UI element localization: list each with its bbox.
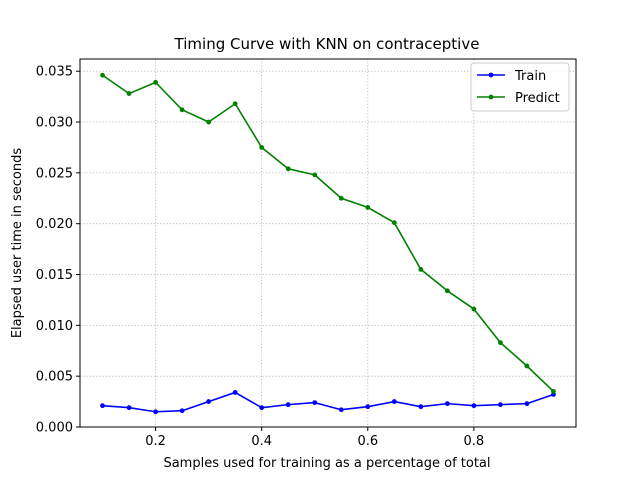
data-point-train <box>365 404 371 410</box>
data-point-predict <box>179 107 185 113</box>
data-point-predict <box>391 220 397 226</box>
data-point-predict <box>232 101 238 107</box>
data-point-train <box>498 402 503 408</box>
x-tick-label: 0.4 <box>251 434 272 449</box>
y-tick-label: 0.015 <box>36 268 73 283</box>
legend: Train Predict <box>470 62 570 112</box>
data-point-train <box>444 401 450 407</box>
data-point-predict <box>126 91 132 96</box>
legend-marker-predict <box>488 94 494 100</box>
data-point-train <box>259 405 265 411</box>
plot-frame <box>79 58 577 428</box>
data-point-train <box>206 399 212 404</box>
data-point-predict <box>206 119 212 125</box>
y-tick-label: 0.005 <box>36 370 73 385</box>
y-tick-label: 0.000 <box>36 421 73 436</box>
legend-label-train: Train <box>514 69 546 84</box>
chart-title: Timing Curve with KNN on contraceptive <box>174 35 480 53</box>
x-tick-label: 0.2 <box>145 434 166 449</box>
data-point-predict <box>285 166 291 172</box>
legend-label-predict: Predict <box>515 91 560 106</box>
data-point-train <box>179 408 185 414</box>
data-point-predict <box>498 340 503 346</box>
data-point-train <box>153 409 158 415</box>
data-point-train <box>126 405 132 411</box>
data-point-predict <box>338 195 344 201</box>
y-tick-label: 0.025 <box>36 166 73 181</box>
data-point-predict <box>100 72 105 78</box>
data-point-train <box>391 399 397 404</box>
y-axis-label: Elapsed user time in seconds <box>10 148 25 339</box>
legend-marker-train <box>488 72 494 78</box>
data-point-predict <box>524 363 530 369</box>
data-point-train <box>418 404 424 410</box>
axis-ticks: 0.2 0.4 0.6 0.8 0.000 0.005 0.010 0.015 0.020 0.0… <box>36 65 484 449</box>
data-point-train <box>338 407 344 413</box>
y-tick-label: 0.020 <box>36 217 73 232</box>
y-tick-label: 0.035 <box>36 65 73 80</box>
y-tick-label: 0.010 <box>36 319 73 334</box>
data-point-predict <box>418 267 424 272</box>
data-point-train <box>312 400 318 406</box>
data-point-predict <box>365 205 371 210</box>
data-point-train <box>285 402 291 408</box>
data-point-train <box>100 403 105 409</box>
x-axis-label: Samples used for training as a percentag… <box>163 456 490 471</box>
data-point-train <box>232 390 238 395</box>
data-point-predict <box>153 79 158 85</box>
series-lines <box>100 72 556 415</box>
y-tick-label: 0.030 <box>36 116 73 131</box>
x-tick-label: 0.6 <box>357 434 378 449</box>
data-point-predict <box>312 172 318 178</box>
x-tick-label: 0.8 <box>464 434 485 449</box>
series-line-predict <box>102 74 555 392</box>
series-line-train <box>102 391 554 413</box>
data-point-predict <box>259 145 265 150</box>
data-point-predict <box>551 389 556 394</box>
data-point-train <box>471 403 477 409</box>
data-point-train <box>524 401 530 407</box>
data-point-predict <box>471 306 477 312</box>
data-point-predict <box>444 288 450 294</box>
